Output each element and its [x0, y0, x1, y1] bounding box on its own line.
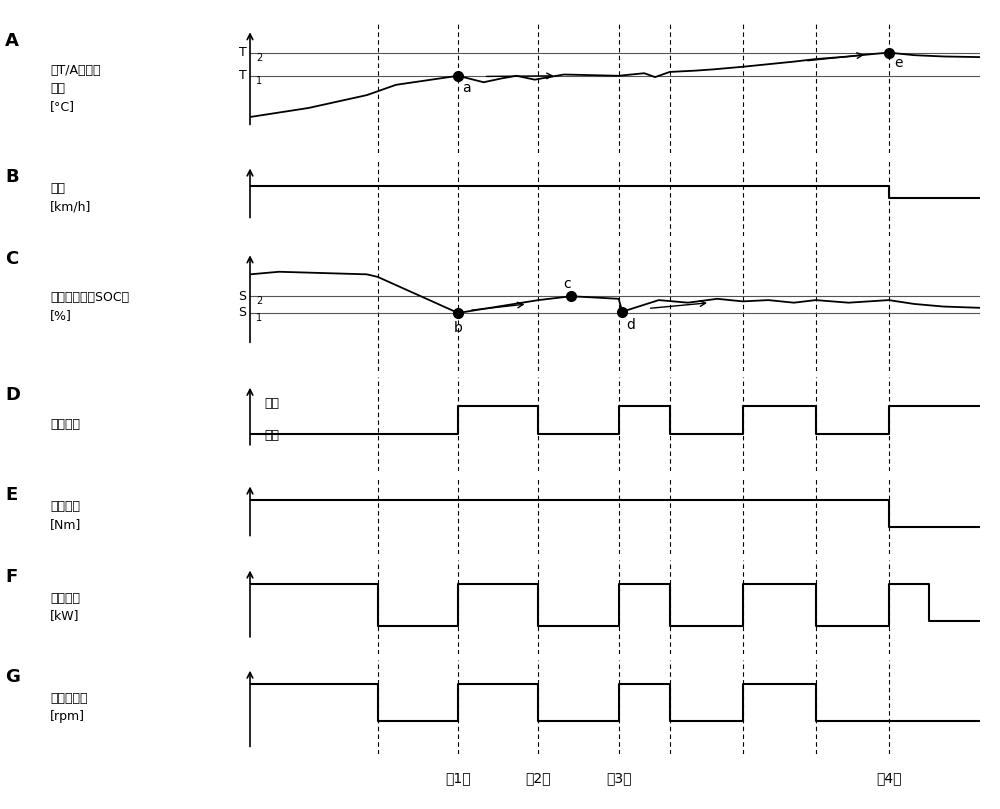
Text: 〈1〉: 〈1〉 — [445, 771, 471, 785]
Text: 1: 1 — [256, 76, 262, 86]
Text: 发动机转速: 发动机转速 — [50, 692, 88, 705]
Text: [%]: [%] — [50, 309, 72, 322]
Text: S: S — [238, 290, 246, 303]
Text: 发电输出: 发电输出 — [50, 591, 80, 604]
Text: D: D — [5, 386, 20, 404]
Text: [Nm]: [Nm] — [50, 518, 81, 531]
Text: 并联: 并联 — [265, 397, 280, 410]
Text: 1: 1 — [256, 313, 262, 323]
Text: 驱动转矩: 驱动转矩 — [50, 500, 80, 513]
Text: [rpm]: [rpm] — [50, 709, 85, 722]
Text: e: e — [894, 57, 902, 70]
Text: E: E — [5, 485, 17, 504]
Text: 2: 2 — [256, 296, 262, 307]
Text: 油温: 油温 — [50, 83, 65, 95]
Text: B: B — [5, 167, 19, 185]
Text: A: A — [5, 32, 19, 50]
Text: 〈4〉: 〈4〉 — [876, 771, 902, 785]
Text: T: T — [239, 70, 246, 83]
Text: G: G — [5, 668, 20, 686]
Text: c: c — [564, 277, 571, 291]
Text: d: d — [626, 318, 635, 332]
Text: 驾驶模式: 驾驶模式 — [50, 417, 80, 430]
Text: 串联: 串联 — [265, 429, 280, 442]
Text: S: S — [238, 307, 246, 320]
Text: （T/A温度）: （T/A温度） — [50, 65, 100, 78]
Text: [km/h]: [km/h] — [50, 200, 91, 213]
Text: b: b — [454, 320, 462, 335]
Text: 车速: 车速 — [50, 182, 65, 195]
Text: T: T — [239, 46, 246, 59]
Text: a: a — [462, 81, 470, 95]
Text: 2: 2 — [256, 53, 262, 63]
Text: 〈2〉: 〈2〉 — [526, 771, 551, 785]
Text: C: C — [5, 250, 18, 269]
Text: F: F — [5, 568, 17, 587]
Text: 〈3〉: 〈3〉 — [606, 771, 631, 785]
Text: [°C]: [°C] — [50, 100, 75, 113]
Text: 剩余充电量（SOC）: 剩余充电量（SOC） — [50, 291, 129, 304]
Text: [kW]: [kW] — [50, 609, 80, 622]
